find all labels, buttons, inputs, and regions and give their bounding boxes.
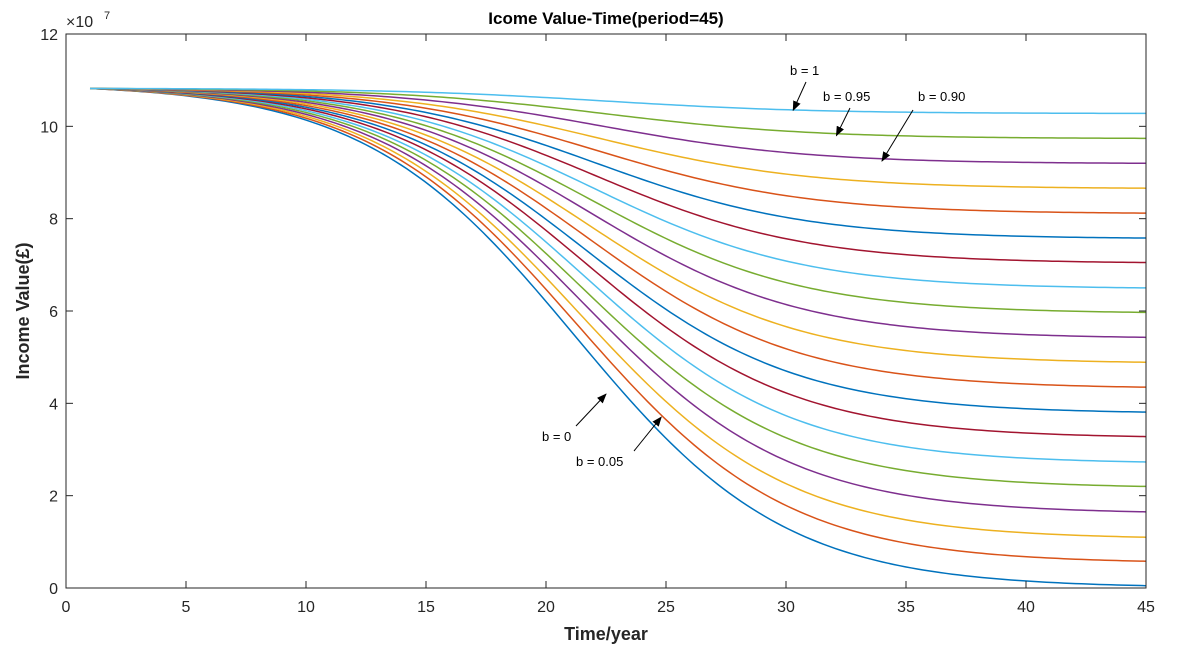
series-line xyxy=(89,87,1147,587)
x-tick-label: 45 xyxy=(1137,599,1155,616)
x-tick-label: 35 xyxy=(897,599,915,616)
y-tick-label: 6 xyxy=(49,304,58,321)
series-line xyxy=(89,87,1147,264)
annotation-arrow xyxy=(792,81,807,112)
y-tick-label: 8 xyxy=(49,212,58,229)
y-tick-label: 4 xyxy=(49,396,58,413)
series-line xyxy=(89,87,1147,488)
chart-title: Icome Value-Time(period=45) xyxy=(488,9,723,28)
y-tick-label: 0 xyxy=(49,581,58,598)
y-exponent: 7 xyxy=(104,10,110,22)
annotation-arrow xyxy=(835,107,851,137)
tick-layer: 0 5 10 15 20 25 30 35 40 45 0 2 4 6 8 10 12 xyxy=(40,27,1155,616)
x-tick-label: 15 xyxy=(417,599,435,616)
y-axis-label: Income Value(£) xyxy=(13,242,33,379)
x-tick-label: 40 xyxy=(1017,599,1035,616)
series-line xyxy=(89,87,1147,562)
y-multiplier: ×10 xyxy=(66,14,93,31)
x-tick-label: 25 xyxy=(657,599,675,616)
x-tick-label: 30 xyxy=(777,599,795,616)
y-tick-label: 2 xyxy=(49,489,58,506)
series-line xyxy=(89,87,1147,339)
annotation-arrow xyxy=(575,393,607,427)
y-tick-label: 10 xyxy=(40,119,58,136)
annotation-label: b = 0.90 xyxy=(918,89,965,104)
x-tick-label: 0 xyxy=(62,599,71,616)
series-line xyxy=(89,87,1147,513)
y-tick-label: 12 xyxy=(40,27,58,44)
series-line xyxy=(89,87,1147,115)
x-tick-label: 10 xyxy=(297,599,315,616)
annotation-arrow xyxy=(633,416,662,452)
series-line xyxy=(89,87,1147,363)
annotation-arrow xyxy=(881,109,914,162)
annotation-layer: b = 1 b = 0.95 b = 0.90 b = 0 b = 0.05 xyxy=(542,63,965,469)
series-layer xyxy=(89,87,1147,587)
series-line xyxy=(89,87,1147,165)
series-line xyxy=(89,87,1147,438)
series-line xyxy=(89,87,1147,314)
annotation-label: b = 0.95 xyxy=(823,89,870,104)
series-line xyxy=(89,87,1147,388)
x-tick-label: 5 xyxy=(182,599,191,616)
x-tick-label: 20 xyxy=(537,599,555,616)
annotation-label: b = 0.05 xyxy=(576,454,623,469)
series-line xyxy=(89,87,1147,463)
series-line xyxy=(89,87,1147,289)
series-line xyxy=(89,87,1147,538)
series-line xyxy=(89,87,1147,214)
annotation-label: b = 1 xyxy=(790,63,819,78)
series-line xyxy=(89,87,1147,239)
annotation-label: b = 0 xyxy=(542,429,571,444)
series-line xyxy=(89,87,1147,140)
series-line xyxy=(89,87,1147,413)
series-line xyxy=(89,87,1147,189)
x-axis-label: Time/year xyxy=(564,624,648,644)
